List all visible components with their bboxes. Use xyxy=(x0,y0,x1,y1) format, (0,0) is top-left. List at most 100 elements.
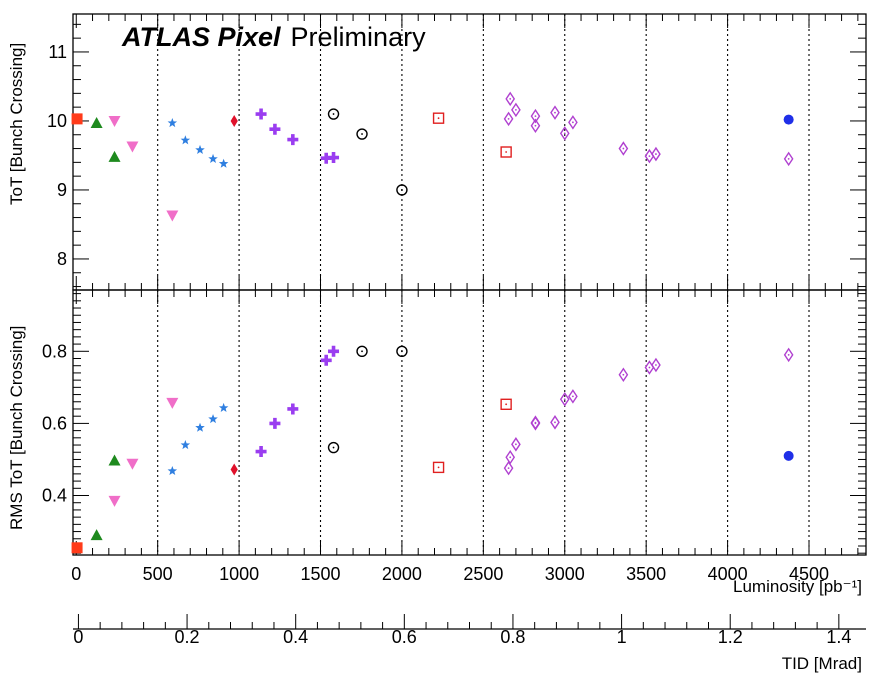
blue-star-marker xyxy=(208,153,218,163)
violet-open-diamond-marker xyxy=(511,102,521,118)
top-panel-y-tick-labels: 8 9 10 11 xyxy=(47,42,67,269)
red-diamond-marker xyxy=(230,114,238,127)
top-panel-markers xyxy=(71,91,794,222)
red-open-square-marker xyxy=(500,398,512,410)
y-tick-label: 0.8 xyxy=(42,341,67,361)
pink-triangle-down-marker xyxy=(126,458,139,470)
tid-tick-label: 0.8 xyxy=(500,627,525,647)
tid-tick-label: 0 xyxy=(73,627,83,647)
red-square-marker xyxy=(71,542,83,554)
y-tick-label: 11 xyxy=(48,42,67,62)
violet-open-diamond-marker xyxy=(618,367,629,382)
x-tick-label: 500 xyxy=(143,564,173,584)
tid-tick-label: 1 xyxy=(617,627,627,647)
violet-open-diamond-marker xyxy=(559,126,570,141)
purple-cross-marker xyxy=(269,123,281,135)
blue-star-marker xyxy=(167,465,178,476)
purple-cross-marker xyxy=(287,134,299,146)
blue-star-marker xyxy=(180,135,191,145)
bottom-panel-frame xyxy=(72,289,867,556)
green-triangle-marker xyxy=(90,117,103,129)
purple-cross-marker xyxy=(320,354,332,366)
x-tick-label: 4000 xyxy=(708,564,748,584)
green-triangle-marker xyxy=(90,529,103,541)
y-tick-label: 0.6 xyxy=(42,413,67,433)
pink-triangle-down-marker xyxy=(126,141,139,153)
red-diamond-marker xyxy=(230,463,238,476)
tid-tick-label: 0.2 xyxy=(175,627,200,647)
violet-open-diamond-marker xyxy=(530,415,541,430)
bottom-y-axis-title: RMS ToT [Bunch Crossing] xyxy=(7,326,26,530)
y-tick-label: 0.4 xyxy=(42,486,67,506)
tid-tick-label: 0.4 xyxy=(283,627,308,647)
x-tick-label: 3500 xyxy=(626,564,666,584)
blue-star-marker xyxy=(180,440,191,450)
top-y-axis-title: ToT [Bunch Crossing] xyxy=(7,43,26,205)
violet-open-diamond-marker xyxy=(618,141,629,156)
blue-circle-marker xyxy=(783,114,794,125)
pink-triangle-down-marker xyxy=(108,115,121,127)
x-tick-label: 4500 xyxy=(789,564,829,584)
violet-open-diamond-marker xyxy=(651,146,661,162)
x-tick-label: 1000 xyxy=(219,564,259,584)
blue-star-marker xyxy=(195,422,205,432)
violet-open-diamond-marker xyxy=(511,437,521,452)
pink-triangle-down-marker xyxy=(166,210,179,222)
x-tick-label: 3000 xyxy=(545,564,585,584)
violet-open-diamond-marker xyxy=(530,108,541,124)
y-tick-label: 10 xyxy=(47,111,67,131)
top-panel-gridlines xyxy=(157,14,810,290)
pink-triangle-down-marker xyxy=(108,495,121,507)
black-circle-marker xyxy=(327,441,340,454)
green-triangle-marker xyxy=(108,150,121,162)
purple-cross-marker xyxy=(287,403,299,415)
y-tick-label: 9 xyxy=(57,180,67,200)
chart-title: ATLAS Pixel Preliminary xyxy=(121,22,426,52)
bottom-panel-y-tick-labels: 0.4 0.6 0.8 xyxy=(42,341,67,505)
red-open-square-marker xyxy=(432,461,445,474)
blue-star-marker xyxy=(208,414,218,424)
blue-star-marker xyxy=(218,158,229,168)
violet-open-diamond-marker xyxy=(503,111,514,127)
bottom-panel-gridlines xyxy=(157,290,810,555)
chart-title-bold: ATLAS Pixel xyxy=(121,22,281,52)
pink-triangle-down-marker xyxy=(166,397,179,409)
tid-tick-label: 1.4 xyxy=(826,627,851,647)
purple-cross-marker xyxy=(255,108,267,120)
black-circle-marker xyxy=(356,345,368,357)
chart-title-rest: Preliminary xyxy=(291,22,427,52)
violet-open-diamond-marker xyxy=(550,415,560,430)
violet-open-diamond-marker xyxy=(568,115,578,130)
violet-open-diamond-marker xyxy=(783,347,794,363)
red-square-marker xyxy=(71,113,83,125)
luminosity-tick-labels: 0 500 1000 1500 2000 2500 3000 3500 4000 4500 xyxy=(71,564,829,584)
bottom-panel-markers xyxy=(71,345,794,554)
violet-open-diamond-marker xyxy=(783,151,794,167)
blue-star-marker xyxy=(218,402,229,412)
purple-cross-marker xyxy=(328,345,340,357)
tid-tick-label: 0.6 xyxy=(392,627,417,647)
purple-cross-marker xyxy=(328,152,340,164)
tid-tick-label: 1.2 xyxy=(718,627,743,647)
x-tick-label: 2500 xyxy=(463,564,503,584)
green-triangle-marker xyxy=(108,454,121,466)
purple-cross-marker xyxy=(255,446,267,458)
top-panel-frame xyxy=(72,13,867,291)
violet-open-diamond-marker xyxy=(505,91,516,107)
purple-cross-marker xyxy=(269,417,281,429)
tid-axis-title: TID [Mrad] xyxy=(782,654,862,673)
blue-star-marker xyxy=(167,118,178,128)
x-tick-label: 2000 xyxy=(382,564,422,584)
blue-star-marker xyxy=(195,144,205,154)
violet-open-diamond-marker xyxy=(559,391,570,407)
violet-open-diamond-marker xyxy=(505,450,516,465)
purple-cross-marker xyxy=(320,152,332,164)
red-open-square-marker xyxy=(432,112,445,124)
violet-open-diamond-marker xyxy=(651,357,661,373)
blue-circle-marker xyxy=(783,450,794,461)
black-circle-marker xyxy=(356,128,368,140)
x-tick-label: 0 xyxy=(71,564,81,584)
black-circle-marker xyxy=(327,108,340,120)
violet-open-diamond-marker xyxy=(503,460,514,476)
tid-axis-ticks: 0 0.2 0.4 0.6 0.8 1 1.2 1.4 xyxy=(73,614,851,647)
